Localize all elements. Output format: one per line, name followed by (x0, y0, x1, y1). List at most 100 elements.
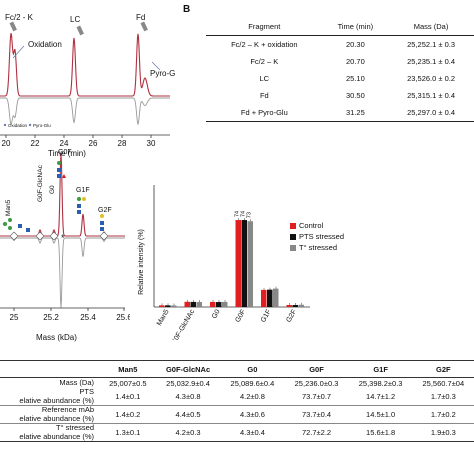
bar (261, 289, 267, 307)
legend-dot-icon (3, 123, 7, 127)
bar (273, 288, 279, 307)
row-label-line: T° stressed (55, 423, 94, 432)
peak-label-fc2k: Fc/2 - K (5, 13, 34, 22)
glycan-label-g0f-glcnac: G0F-GlcNAc (37, 164, 44, 202)
col-header: G0F-GlcNAc (155, 360, 221, 378)
mass-tick-label: 25 (10, 313, 19, 322)
bar (184, 301, 190, 307)
table-cell: 4.3±0.6 (220, 405, 285, 424)
table-cell: 1.4±0.1 (115, 392, 141, 401)
table-row: Fc/2 – K + oxidation 20.30 25,252.1 ± 0.… (206, 36, 474, 54)
bar-chart-ylabel: Relative intensity (%) (138, 229, 145, 295)
table-row: Reference mAb elative abundance (%) 1.4±0… (0, 405, 474, 424)
table-cell: 25,032.9±0.4 (166, 378, 210, 388)
col-header: Man5 (100, 360, 156, 378)
table-cell: 1.9±0.3 (412, 423, 474, 442)
bar (241, 220, 247, 307)
table-cell: 4.2±0.3 (155, 423, 221, 442)
mass-spectrum: 25 25.2 25.4 25.6 G0F G1F G2F G0 G0F-GlcNAc… (0, 149, 130, 342)
pyroglu-label: Pyro-Glu (150, 69, 175, 78)
legend-swatch (290, 234, 296, 240)
table-row: Fd 30.50 25,315.1 ± 0.4 (206, 87, 474, 104)
bar (292, 304, 298, 307)
table-cell: 31.25 (322, 104, 389, 122)
peak-marker-icon (140, 21, 148, 32)
peak-label-lc: LC (70, 15, 80, 24)
time-tick-label: 20 (2, 139, 11, 148)
time-tick-label: 30 (147, 139, 156, 148)
legend-dot-icon (28, 123, 32, 127)
panel-b-letter: B (183, 4, 191, 15)
table-cell: 73.7±0.7 (301, 392, 332, 401)
bar-category-label: Man5 (156, 308, 171, 327)
bar (165, 305, 171, 307)
mirror-legend-oxidation: Oxidation (8, 123, 28, 128)
bar (267, 289, 273, 307)
bar (235, 220, 241, 307)
row-label-line: elative abundance (%) (19, 395, 94, 405)
table-cell: 30.50 (345, 91, 365, 100)
table-cell: 72.7±2.2 (284, 423, 349, 442)
row-label: Mass (Da) (0, 378, 100, 389)
table-cell: 4.3±0.8 (175, 392, 201, 401)
table-cell: Fd + Pyro-Glu (206, 104, 323, 122)
legend-label: T° stressed (299, 243, 337, 252)
time-axis-label: Time (min) (48, 149, 86, 158)
col-header: G0 (220, 360, 285, 378)
table-cell: Fd (259, 91, 269, 100)
bar-chart: Relative intensity (%) Man5 G0F-GlcNAc G0 7… (138, 185, 344, 340)
table-row: Fc/2 – K 20.70 25,235.1 ± 0.4 (206, 53, 474, 70)
fragment-table-header: Fragment Time (min) Mass (Da) (206, 18, 474, 36)
bar-category-label: G0F-GlcNAc (170, 308, 196, 340)
glycan-label-g1f: G1F (76, 187, 90, 194)
asterisk: * (61, 233, 65, 243)
chromatogram-mirror-trace (0, 97, 170, 126)
abundance-table: Man5 G0F-GlcNAc G0 G0F G1F G2F Mass (Da)… (0, 360, 474, 442)
table-cell: 15.6±1.8 (348, 423, 413, 442)
table-cell: 25,252.1 ± 0.3 (407, 40, 455, 49)
row-label-line: Reference mAb (41, 405, 94, 414)
bar-category-label: G2F (285, 309, 298, 324)
table-cell: 25,235.1 ± 0.4 (407, 57, 455, 66)
bar (247, 221, 253, 307)
bar (190, 301, 196, 307)
bar (171, 305, 177, 307)
bar (196, 302, 202, 307)
mass-tick-label: 25.2 (43, 313, 59, 322)
table-cell: 4.4±0.5 (155, 405, 221, 424)
bar (222, 301, 228, 307)
col-header: Time (min) (322, 18, 389, 36)
col-header-empty (0, 360, 100, 378)
row-label-line: Mass (Da) (59, 377, 94, 387)
row-label-line: elative abundance (%) (19, 413, 94, 423)
legend-label: PTS stressed (299, 232, 344, 241)
table-cell: 25,007±0.5 (109, 378, 147, 388)
fragment-table: Fragment Time (min) Mass (Da) Fc/2 – K +… (206, 18, 474, 122)
glycan-label-g0: G0 (49, 185, 56, 194)
table-cell: 23,526.0 ± 0.2 (407, 74, 455, 83)
bar (298, 304, 304, 307)
row-label: T° stressed elative abundance (%) (0, 423, 100, 442)
time-tick-label: 24 (60, 139, 69, 148)
table-cell: 20.30 (345, 40, 365, 49)
oxidation-pointer (12, 45, 25, 59)
table-cell: 1.7±0.3 (430, 392, 456, 401)
table-cell: 25,398.2±0.3 (358, 378, 403, 388)
col-header: Mass (Da) (388, 18, 474, 36)
col-header: Fragment (206, 18, 323, 36)
glycan-structure-icon (57, 161, 66, 178)
table-cell: Fc/2 – K (250, 57, 279, 66)
chromatogram-trace (0, 33, 170, 97)
table-cell: LC (259, 74, 270, 83)
bar-category-label: G0 (211, 308, 222, 320)
mass-tick-label: 25.4 (80, 313, 96, 322)
glycan-structure-icon (77, 197, 86, 214)
glycan-structure-icon (3, 218, 30, 232)
table-cell: Fc/2 – K + oxidation (231, 40, 298, 49)
bar-top-label: 74 (241, 211, 247, 217)
peak-diamond-icon (35, 231, 45, 241)
legend-label: Control (299, 221, 324, 230)
mass-tick-label: 25.6 (116, 313, 130, 322)
table-row: LC 25.10 23,526.0 ± 0.2 (206, 70, 474, 87)
table-cell: 25,315.1 ± 0.4 (407, 91, 455, 100)
